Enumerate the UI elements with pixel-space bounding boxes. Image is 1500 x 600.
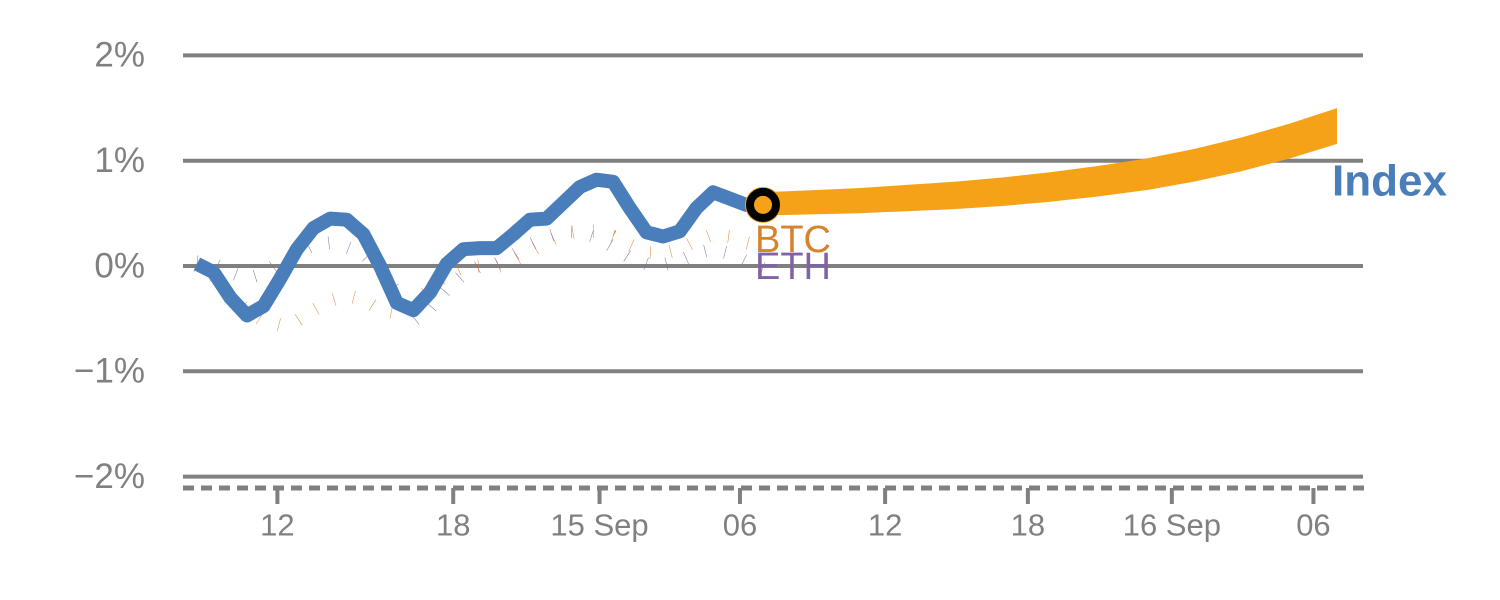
x-tick-label: 18 xyxy=(436,507,470,542)
x-tick-label: 06 xyxy=(723,507,757,542)
forecast-band-index xyxy=(763,108,1337,216)
y-tick-label: 1% xyxy=(94,141,145,180)
series-index-line xyxy=(193,172,763,323)
x-tick-label: 18 xyxy=(1011,507,1045,542)
y-axis-tick-labels: 2% 1% 0% −1% −2% xyxy=(74,36,145,496)
x-tick-label: 12 xyxy=(260,507,294,542)
x-axis-tick-marks xyxy=(275,488,1316,504)
eth-label: ETH xyxy=(755,246,831,288)
btc-label: BTC xyxy=(755,219,831,261)
forecast-band-shape xyxy=(763,108,1337,216)
y-tick-label: −1% xyxy=(74,352,145,391)
current-value-marker xyxy=(745,186,781,223)
y-tick-label: 0% xyxy=(94,246,145,285)
x-tick-label: 16 Sep xyxy=(1123,507,1221,542)
x-tick-label: 06 xyxy=(1296,507,1330,542)
x-tick-label: 12 xyxy=(868,507,902,542)
index-label: Index xyxy=(1332,157,1447,206)
x-tick-label: 15 Sep xyxy=(550,507,648,542)
series-path-index xyxy=(193,172,763,323)
x-axis-tick-labels: 12 18 15 Sep 06 12 18 16 Sep 06 xyxy=(260,507,1331,542)
y-tick-label: −2% xyxy=(74,457,145,496)
y-tick-label: 2% xyxy=(94,36,145,75)
marker-ring xyxy=(746,187,780,222)
